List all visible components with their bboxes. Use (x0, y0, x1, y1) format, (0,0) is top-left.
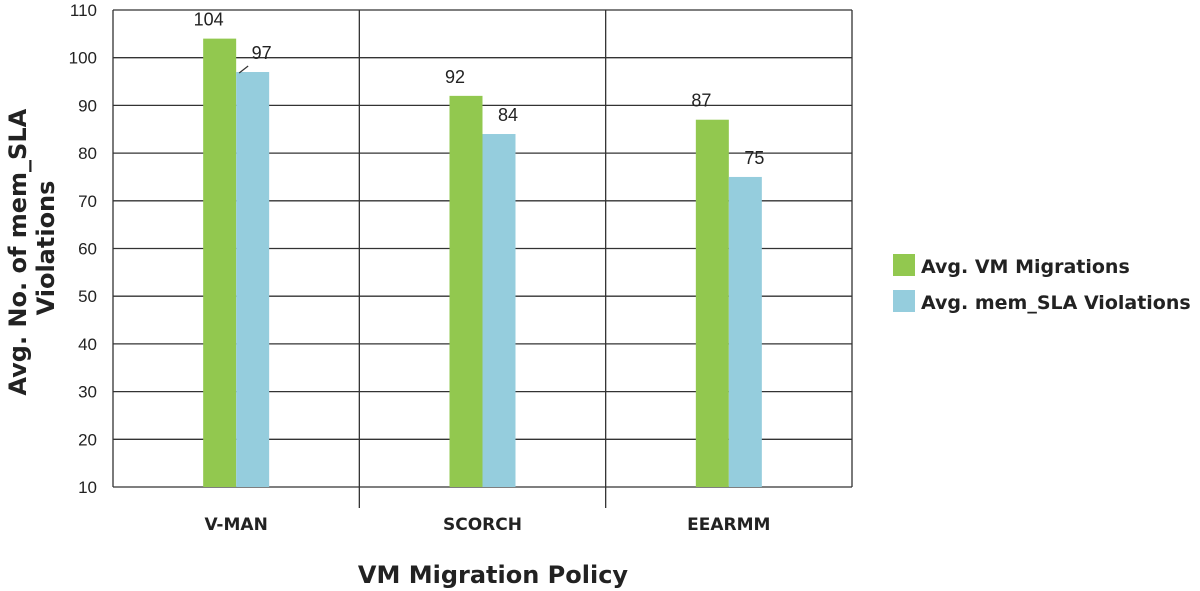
y-axis-title-line-1: Avg. No. of mem_SLA (4, 108, 32, 395)
y-tick-labels: 10 20 30 40 50 60 70 80 90 100 110 (69, 1, 97, 497)
data-label: 97 (252, 43, 272, 63)
y-tick-label: 40 (78, 335, 97, 354)
bars (203, 38, 762, 488)
y-axis-title: Avg. No. of mem_SLA Violations (4, 100, 60, 395)
data-label: 75 (744, 148, 764, 168)
x-tick-labels: V-MAN SCORCH EEARMM (205, 515, 771, 535)
bar-vm-migrations (449, 95, 483, 488)
legend-label: Avg. VM Migrations (921, 256, 1130, 278)
data-label: 104 (194, 10, 224, 30)
legend-swatch (893, 290, 915, 312)
y-tick-label: 100 (69, 49, 97, 68)
x-tick-label: EEARMM (687, 515, 770, 535)
bar-mem-sla-violations (728, 176, 762, 487)
y-tick-label: 20 (78, 430, 97, 449)
x-tick-label: SCORCH (443, 515, 522, 535)
y-tick-label: 50 (78, 287, 97, 306)
data-label: 84 (498, 105, 518, 125)
y-tick-label: 80 (78, 144, 97, 163)
bar-mem-sla-violations (482, 134, 516, 487)
y-axis-title-line-2: Violations (32, 181, 60, 316)
data-label: 87 (691, 91, 711, 111)
x-tick-label: V-MAN (205, 515, 268, 535)
x-axis-title: VM Migration Policy (358, 561, 629, 589)
y-tick-label: 10 (78, 478, 97, 497)
data-labels: 104 97 92 84 87 75 (194, 10, 765, 168)
y-tick-label: 60 (78, 240, 97, 259)
data-label: 92 (445, 67, 465, 87)
legend-swatch (893, 254, 915, 276)
y-tick-label: 110 (70, 1, 97, 20)
legend-label: Avg. mem_SLA Violations (921, 292, 1191, 314)
bar-vm-migrations (695, 119, 729, 488)
y-tick-label: 90 (78, 96, 97, 115)
legend: Avg. VM Migrations Avg. mem_SLA Violation… (893, 254, 1191, 314)
bar-mem-sla-violations (236, 72, 270, 487)
y-tick-label: 30 (78, 383, 97, 402)
y-tick-label: 70 (78, 192, 97, 211)
bar-vm-migrations (203, 38, 237, 488)
data-label-leader (238, 65, 249, 74)
